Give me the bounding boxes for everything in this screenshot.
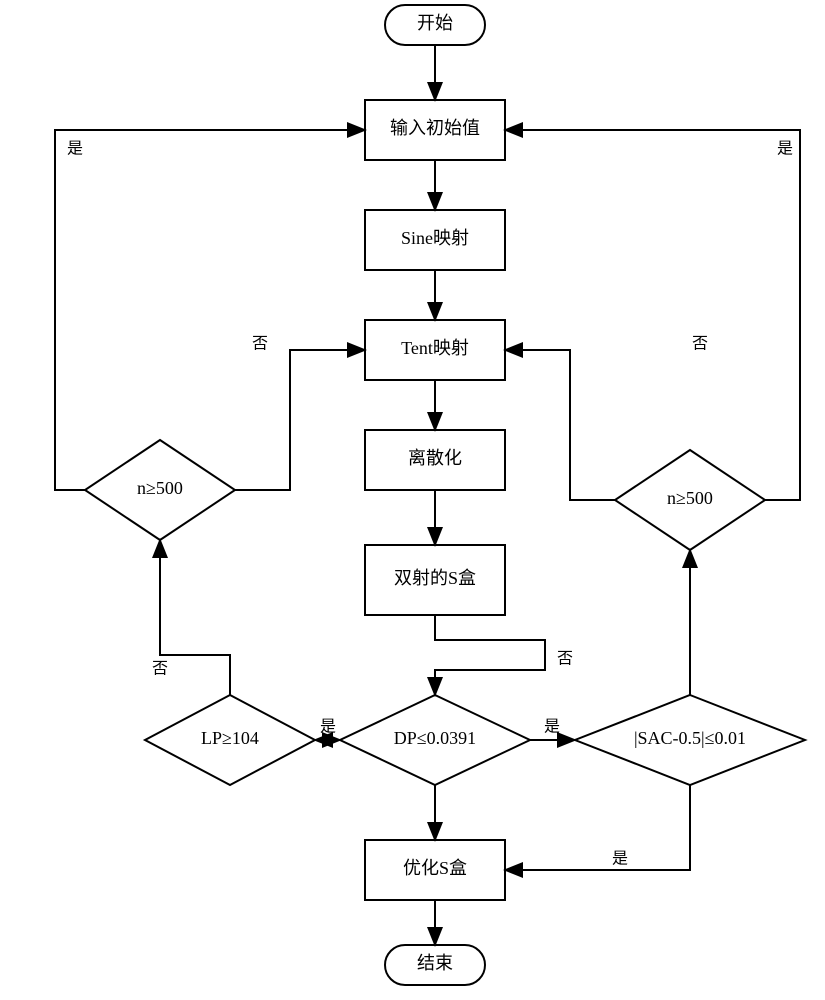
edge-lp-nleft-label: 否 [152, 661, 168, 678]
edge-nright-input [505, 130, 800, 500]
node-dp-label: DP≤0.0391 [394, 728, 476, 748]
node-lp-label: LP≥104 [201, 728, 259, 748]
edge-nright-input-label: 是 [777, 141, 793, 158]
edge-nright-tent-label: 否 [692, 336, 708, 353]
edge-sac-optimize-label: 是 [612, 851, 628, 868]
node-start-label: 开始 [417, 13, 453, 33]
edge-sac-nright-label: 否 [557, 651, 573, 668]
edge-sac-optimize [505, 785, 690, 870]
node-input-label: 输入初始值 [390, 118, 480, 138]
node-sbox-label: 双射的S盒 [394, 568, 476, 588]
edge-dp-sac-label: 是 [544, 719, 560, 736]
node-n-right-label: n≥500 [667, 488, 713, 508]
edge-nright-tent [505, 350, 615, 500]
node-end-label: 结束 [417, 953, 453, 973]
edge-sbox-dp [435, 615, 545, 695]
node-n-left-label: n≥500 [137, 478, 183, 498]
edge-nleft-tent [235, 350, 365, 490]
flowchart-canvas: 开始 输入初始值 Sine映射 Tent映射 离散化 n≥500 双射的S盒 n… [0, 0, 825, 1000]
node-tent-label: Tent映射 [401, 338, 469, 358]
node-discrete-label: 离散化 [408, 448, 462, 468]
node-sine-label: Sine映射 [401, 228, 469, 248]
edge-lp-dp-label: 是 [320, 719, 336, 736]
edge-nleft-tent-label: 否 [252, 336, 268, 353]
edge-nleft-input-label: 是 [67, 141, 83, 158]
edge-nleft-input [55, 130, 365, 490]
edge-lp-nleft [160, 540, 230, 695]
node-sac-label: |SAC-0.5|≤0.01 [634, 728, 746, 748]
node-optimize-label: 优化S盒 [403, 858, 467, 878]
